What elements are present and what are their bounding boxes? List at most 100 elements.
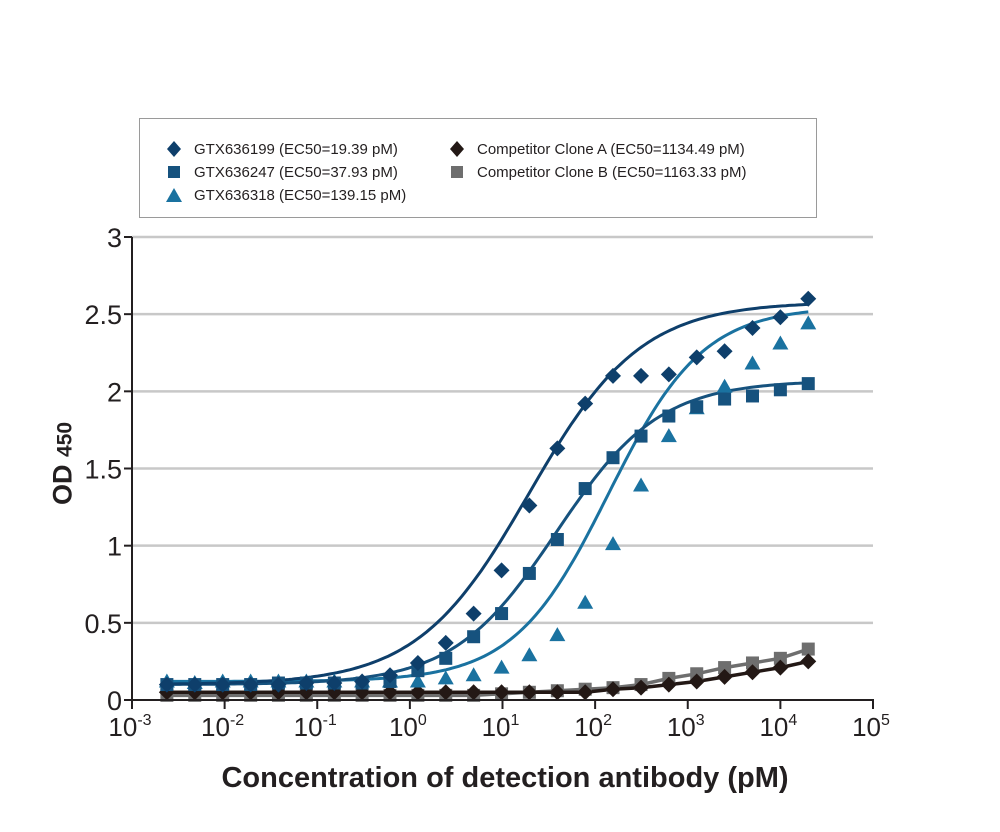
x-tick-label: 10-1	[294, 712, 337, 742]
legend-item-competitor-a: Competitor Clone A (EC50=1134.49 pM)	[447, 139, 745, 159]
legend-label: Competitor Clone B (EC50=1163.33 pM)	[477, 163, 747, 181]
legend-label: GTX636318 (EC50=139.15 pM)	[194, 186, 407, 204]
x-tick-base: 10	[667, 712, 696, 742]
data-point-gtx636199	[521, 497, 538, 514]
x-tick-exponent: -3	[137, 712, 151, 729]
data-point-gtx636199	[242, 676, 259, 693]
y-tick-label: 0.5	[84, 609, 122, 639]
data-point-gtx636199	[409, 654, 426, 671]
data-point-gtx636247	[467, 630, 481, 644]
data-point-competitor-clone-a	[688, 673, 705, 690]
y-tick-label: 2	[107, 377, 122, 407]
data-point-competitor-clone-a	[437, 684, 454, 701]
y-tick-label: 1.5	[84, 455, 122, 485]
diamond-marker-icon	[450, 141, 464, 157]
x-tick-exponent: 2	[603, 712, 612, 729]
data-point-gtx636318	[633, 477, 650, 492]
data-point-gtx636199	[493, 562, 510, 579]
data-point-gtx636199	[744, 320, 761, 337]
data-point-competitor-clone-a	[716, 668, 733, 685]
data-point-gtx636199	[437, 634, 454, 651]
data-point-gtx636318	[716, 378, 733, 393]
data-point-competitor-clone-a	[633, 679, 650, 696]
y-axis-label: OD 450	[48, 399, 79, 529]
data-point-gtx636318	[521, 647, 538, 662]
legend-label: GTX636247 (EC50=37.93 pM)	[194, 163, 398, 181]
data-point-gtx636318	[605, 536, 622, 551]
data-point-gtx636318	[493, 659, 510, 674]
legend: GTX636199 (EC50=19.39 pM) GTX636247 (EC5…	[139, 118, 817, 218]
data-point-competitor-clone-b	[773, 651, 787, 665]
x-tick-base: 10	[294, 712, 323, 742]
x-tick-exponent: -2	[230, 712, 244, 729]
x-tick-label: 10-2	[201, 712, 244, 742]
y-tick-label: 0	[107, 686, 122, 716]
data-point-gtx636247	[522, 566, 536, 580]
data-point-gtx636199	[605, 367, 622, 384]
data-point-competitor-clone-a	[549, 684, 566, 701]
diamond-marker-icon	[167, 141, 181, 157]
fit-curve-gtx636318	[166, 310, 809, 683]
legend-item-gtx636199: GTX636199 (EC50=19.39 pM)	[164, 139, 398, 159]
x-tick-base: 10	[201, 712, 230, 742]
data-point-gtx636318	[660, 428, 677, 443]
x-tick-label: 10-3	[108, 712, 151, 742]
series-points	[158, 290, 817, 702]
fit-curve-gtx636199	[166, 302, 809, 686]
y-axis-label-main: OD	[47, 464, 78, 506]
data-point-competitor-clone-a	[409, 684, 426, 701]
y-tick-label: 2.5	[84, 300, 122, 330]
data-point-competitor-clone-b	[745, 656, 759, 670]
x-tick-label: 105	[852, 712, 890, 742]
series-lines	[166, 302, 809, 698]
gridlines	[132, 235, 873, 625]
data-point-competitor-clone-a	[660, 676, 677, 693]
data-point-competitor-clone-a	[465, 684, 482, 701]
x-tick-label: 103	[667, 712, 705, 742]
data-point-gtx636199	[688, 349, 705, 366]
data-point-gtx636247	[690, 400, 704, 414]
x-tick-label: 102	[574, 712, 612, 742]
x-tick-label: 104	[759, 712, 797, 742]
data-point-gtx636247	[578, 482, 592, 496]
data-point-gtx636318	[549, 627, 566, 642]
data-point-gtx636318	[800, 315, 817, 330]
data-point-gtx636318	[744, 355, 761, 370]
connect-line-competitor-clone-a	[166, 659, 809, 695]
data-point-gtx636318	[409, 673, 426, 688]
x-tick-label: 101	[482, 712, 520, 742]
data-point-competitor-clone-a	[521, 684, 538, 701]
data-point-gtx636199	[800, 290, 817, 307]
data-point-competitor-clone-b	[718, 661, 732, 675]
square-marker-icon	[451, 166, 463, 178]
x-tick-exponent: 3	[696, 712, 705, 729]
x-tick-exponent: 4	[788, 712, 797, 729]
data-point-gtx636199	[772, 309, 789, 326]
legend-label: Competitor Clone A (EC50=1134.49 pM)	[477, 140, 745, 158]
data-point-gtx636199	[716, 343, 733, 360]
data-point-competitor-clone-a	[744, 664, 761, 681]
x-axis-label: Concentration of detection antibody (pM)	[221, 762, 789, 794]
x-tick-base: 10	[482, 712, 511, 742]
data-point-gtx636199	[465, 605, 482, 622]
data-point-competitor-clone-a	[381, 684, 398, 701]
y-axis-label-subscript: 450	[53, 421, 77, 458]
data-point-gtx636318	[465, 667, 482, 682]
data-point-gtx636318	[437, 670, 454, 685]
data-point-gtx636199	[660, 366, 677, 383]
data-point-gtx636199	[214, 676, 231, 693]
data-point-gtx636247	[773, 383, 787, 397]
data-point-gtx636247	[439, 651, 453, 665]
data-point-gtx636247	[718, 392, 732, 406]
data-point-gtx636247	[634, 429, 648, 443]
legend-item-gtx636247: GTX636247 (EC50=37.93 pM)	[164, 162, 398, 182]
data-point-gtx636318	[577, 594, 594, 609]
x-tick-exponent: 1	[511, 712, 520, 729]
x-tick-label: 100	[389, 712, 427, 742]
data-point-competitor-clone-a	[493, 684, 510, 701]
data-point-competitor-clone-a	[605, 681, 622, 698]
x-tick-base: 10	[759, 712, 788, 742]
triangle-marker-icon	[166, 188, 182, 202]
